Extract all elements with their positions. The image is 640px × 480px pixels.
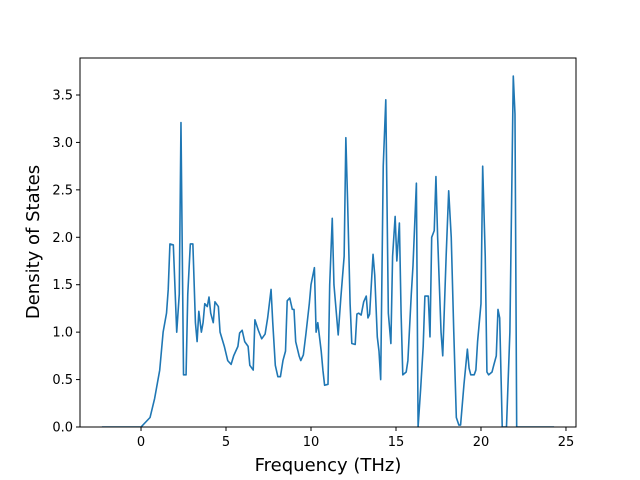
line-series — [101, 75, 555, 427]
x-tick-label: 20 — [473, 435, 490, 450]
y-tick-label: 2.5 — [52, 183, 73, 198]
y-tick-label: 0.0 — [52, 421, 73, 436]
y-tick-label: 1.0 — [52, 326, 73, 341]
y-tick-label: 3.5 — [52, 88, 73, 103]
x-tick-label: 10 — [303, 435, 320, 450]
x-tick-label: 15 — [388, 435, 405, 450]
x-tick-label: 0 — [137, 435, 145, 450]
y-tick-label: 2.0 — [52, 231, 73, 246]
x-axis-label: Frequency (THz) — [255, 455, 402, 476]
x-tick-label: 5 — [222, 435, 230, 450]
y-axis-label: Density of States — [23, 165, 44, 319]
y-tick-label: 0.5 — [52, 373, 73, 388]
x-tick-label: 25 — [558, 435, 575, 450]
y-tick-label: 3.0 — [52, 136, 73, 151]
plot-frame — [79, 57, 577, 428]
y-tick-label: 1.5 — [52, 278, 73, 293]
